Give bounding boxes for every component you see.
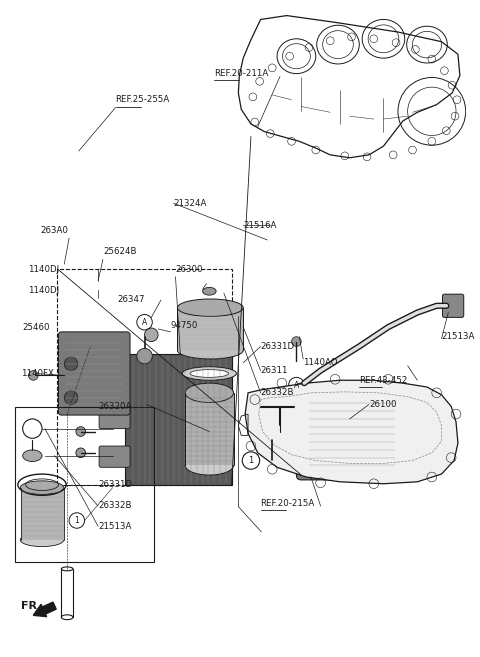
Circle shape	[338, 418, 365, 445]
FancyBboxPatch shape	[99, 446, 130, 467]
Text: 25460: 25460	[23, 323, 50, 332]
Ellipse shape	[185, 456, 234, 475]
Text: 26331D: 26331D	[98, 480, 132, 489]
FancyBboxPatch shape	[443, 294, 464, 317]
Text: 25624B: 25624B	[103, 247, 136, 256]
Text: REF.25-255A: REF.25-255A	[116, 95, 170, 104]
FancyBboxPatch shape	[401, 440, 419, 458]
Ellipse shape	[185, 383, 234, 403]
Ellipse shape	[20, 533, 64, 547]
Circle shape	[76, 426, 85, 436]
FancyBboxPatch shape	[99, 407, 130, 428]
Bar	[185, 393, 234, 465]
FancyBboxPatch shape	[297, 383, 408, 480]
Text: 94750: 94750	[171, 321, 198, 330]
Circle shape	[64, 357, 78, 371]
Text: 1: 1	[248, 456, 253, 465]
Text: 21513A: 21513A	[98, 522, 132, 531]
Circle shape	[330, 410, 373, 453]
Circle shape	[76, 448, 85, 458]
Text: 26331D: 26331D	[261, 342, 295, 351]
Bar	[58, 269, 232, 485]
Text: 21324A: 21324A	[174, 198, 207, 208]
Circle shape	[144, 328, 158, 342]
Text: 26320A: 26320A	[98, 402, 132, 411]
Ellipse shape	[23, 450, 42, 461]
Ellipse shape	[178, 342, 243, 359]
Text: 26332B: 26332B	[261, 388, 294, 397]
FancyBboxPatch shape	[401, 408, 419, 426]
Text: 1140DJ: 1140DJ	[28, 265, 60, 273]
Bar	[21, 487, 64, 540]
Text: REF.20-215A: REF.20-215A	[261, 499, 315, 508]
Text: FR.: FR.	[21, 600, 41, 610]
Text: 263A0: 263A0	[40, 226, 68, 235]
Text: 26347: 26347	[118, 296, 145, 304]
Text: 1140FX: 1140FX	[21, 369, 54, 378]
Ellipse shape	[182, 367, 237, 380]
Text: 1140AO: 1140AO	[303, 358, 338, 367]
FancyBboxPatch shape	[125, 354, 232, 485]
Bar	[178, 307, 243, 350]
Bar	[15, 407, 154, 562]
Ellipse shape	[178, 299, 243, 317]
Circle shape	[209, 412, 225, 428]
Text: 1: 1	[74, 516, 79, 525]
Circle shape	[267, 436, 277, 445]
Polygon shape	[245, 380, 458, 484]
Text: REF.20-211A: REF.20-211A	[214, 69, 268, 78]
Text: 21513A: 21513A	[442, 332, 475, 341]
Ellipse shape	[20, 481, 64, 494]
Text: 26332B: 26332B	[98, 501, 132, 510]
Text: A: A	[142, 318, 147, 327]
Circle shape	[276, 428, 284, 436]
Text: 21516A: 21516A	[243, 221, 276, 230]
FancyArrow shape	[33, 602, 56, 617]
Text: REF.43-452: REF.43-452	[360, 376, 408, 385]
Ellipse shape	[190, 370, 228, 377]
Ellipse shape	[203, 287, 216, 295]
Circle shape	[28, 371, 38, 380]
Text: 26300: 26300	[176, 265, 203, 273]
Text: 1140DJ: 1140DJ	[28, 286, 60, 295]
Circle shape	[64, 391, 78, 405]
Text: 26311: 26311	[261, 366, 288, 375]
Text: 26100: 26100	[369, 400, 396, 409]
Text: A: A	[294, 380, 299, 390]
Circle shape	[202, 405, 233, 436]
FancyBboxPatch shape	[59, 332, 130, 415]
Circle shape	[137, 348, 152, 364]
Circle shape	[291, 337, 301, 346]
